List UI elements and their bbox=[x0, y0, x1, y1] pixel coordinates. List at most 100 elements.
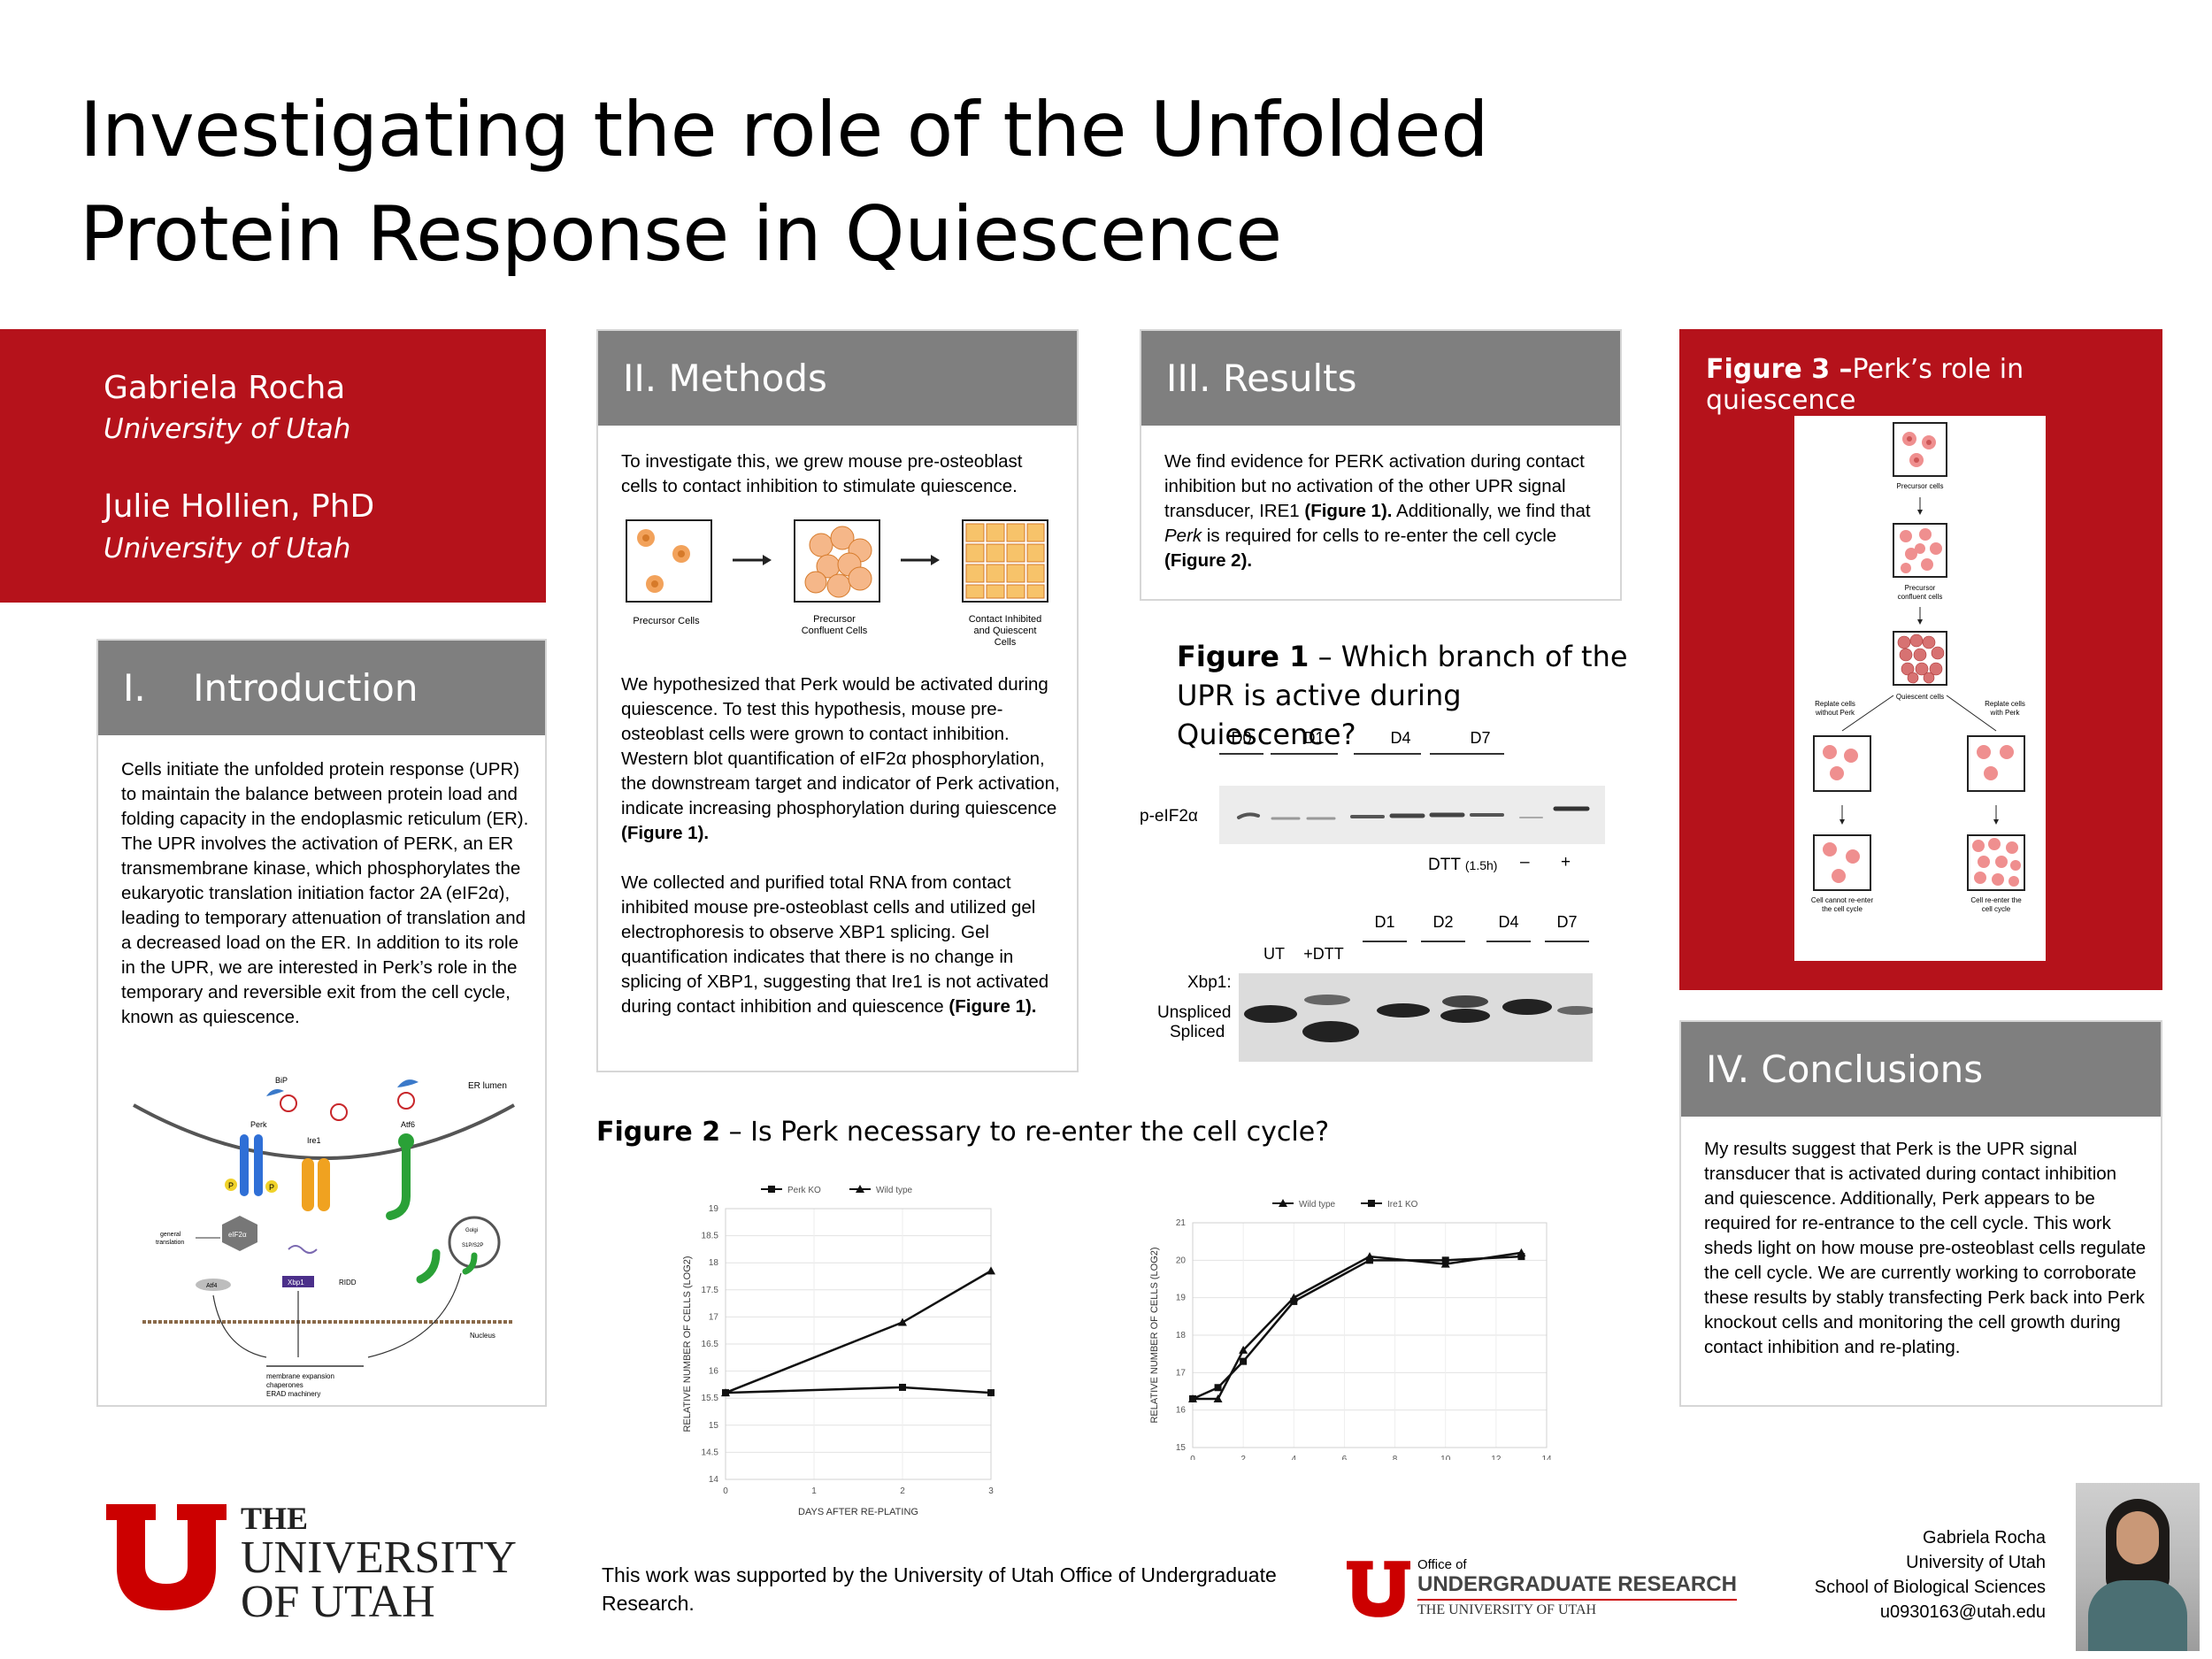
svg-text:Precursor cells: Precursor cells bbox=[1897, 482, 1944, 490]
y-tick-label: 19 bbox=[709, 1204, 719, 1214]
figure-2-title: Figure 2 – Is Perk necessary to re-enter… bbox=[596, 1117, 1330, 1148]
data-point bbox=[1240, 1357, 1248, 1365]
confluent-cells-caption: Precursor Confluent Cells bbox=[801, 614, 868, 636]
bip-label: BiP bbox=[275, 1076, 288, 1085]
svg-text:without Perk: without Perk bbox=[1815, 709, 1855, 717]
title-line-1: Investigating the role of the Unfolded bbox=[80, 86, 1489, 174]
western-blot-underlines bbox=[1219, 753, 1504, 755]
x-tick-label: 6 bbox=[1342, 1455, 1348, 1460]
results-text: We find evidence for PERK activation dur… bbox=[1164, 451, 1591, 571]
unspliced-label: Unspliced bbox=[1157, 1003, 1232, 1022]
atf4-icon bbox=[196, 1279, 231, 1291]
svg-text:Golgi: Golgi bbox=[465, 1228, 478, 1233]
series-line bbox=[725, 1386, 992, 1394]
introduction-header: I. Introduction bbox=[98, 641, 545, 735]
ire1-label: Ire1 bbox=[307, 1136, 321, 1145]
legend-label: Perk KO bbox=[787, 1186, 821, 1195]
svg-text:chaperones: chaperones bbox=[266, 1381, 303, 1389]
precursor-cells-caption: Precursor Cells bbox=[633, 616, 700, 626]
x-axis-label: DAYS AFTER RE-PLATING bbox=[798, 1507, 918, 1517]
university-of-utah-wordmark: THE UNIVERSITY OF UTAH bbox=[241, 1501, 517, 1627]
introduction-number: I. bbox=[123, 666, 146, 710]
x-tick-label: 0 bbox=[723, 1486, 728, 1496]
with-perk-dish bbox=[1967, 735, 2025, 792]
ire1-ko-growth-chart: 1516171819202102468101214DAYS AFTER RE-P… bbox=[1149, 1199, 1552, 1460]
p-eif2a-label: p-eIF2α bbox=[1140, 807, 1198, 826]
ut-lane-label: UT bbox=[1263, 945, 1285, 963]
atf6-head bbox=[398, 1133, 414, 1149]
data-point bbox=[1517, 1253, 1525, 1261]
gel-lane-underlines bbox=[1363, 941, 1589, 942]
eif2a-icon bbox=[222, 1216, 257, 1251]
legend-marker bbox=[1368, 1200, 1375, 1207]
undergraduate-research-wordmark: Office of UNDERGRADUATE RESEARCH THE UNI… bbox=[1417, 1557, 1737, 1617]
data-point bbox=[1213, 1394, 1223, 1402]
xbp1-splicing-gel bbox=[1239, 973, 1593, 1062]
legend-marker bbox=[856, 1185, 864, 1193]
data-point bbox=[899, 1383, 906, 1391]
cannot-reenter-dish bbox=[1813, 834, 1871, 891]
introduction-heading: Introduction bbox=[193, 666, 419, 710]
methods-panel: II. Methods To investigate this, we grew… bbox=[596, 329, 1079, 1072]
atf6-fragment-icon bbox=[416, 1248, 441, 1284]
conclusions-panel: IV. Conclusions My results suggest that … bbox=[1679, 1020, 2162, 1407]
precursor-dish bbox=[1893, 422, 1947, 477]
poster-title: Investigating the role of the Unfolded P… bbox=[80, 78, 1489, 287]
plot-area bbox=[1192, 1222, 1548, 1448]
atf6-label: Atf6 bbox=[401, 1120, 415, 1129]
svg-text:Cell cannot re-enter: Cell cannot re-enter bbox=[1811, 896, 1874, 904]
x-tick-label: 8 bbox=[1393, 1455, 1398, 1460]
contact-name: Gabriela Rocha bbox=[1923, 1528, 2046, 1548]
dtt-minus: – bbox=[1520, 853, 1530, 872]
contact-school: School of Biological Sciences bbox=[1814, 1578, 2046, 1597]
funding-acknowledgement: This work was supported by the Universit… bbox=[602, 1563, 1277, 1615]
data-point bbox=[1366, 1256, 1373, 1264]
y-axis-label: RELATIVE NUMBER OF CELLS (LOG2) bbox=[682, 1256, 693, 1432]
svg-text:membrane expansion: membrane expansion bbox=[266, 1372, 334, 1380]
er-lumen-label: ER lumen bbox=[468, 1081, 507, 1091]
contact-info: Gabriela Rocha University of Utah School… bbox=[1770, 1525, 2046, 1624]
x-tick-label: 0 bbox=[1190, 1455, 1195, 1460]
y-tick-label: 15 bbox=[709, 1421, 719, 1431]
legend-marker bbox=[768, 1186, 775, 1193]
svg-text:Replate cells: Replate cells bbox=[1985, 700, 2025, 708]
cell-growth-schematic bbox=[626, 519, 1048, 603]
spliced-label: Spliced bbox=[1170, 1023, 1225, 1041]
data-point bbox=[1290, 1297, 1298, 1305]
gel-lane-labels: D1 D2 D4 D7 bbox=[1374, 913, 1578, 931]
y-tick-label: 18 bbox=[1176, 1331, 1187, 1340]
author-2-affiliation: University of Utah bbox=[104, 533, 351, 565]
bip-icon-2 bbox=[397, 1079, 419, 1087]
y-tick-label: 18.5 bbox=[702, 1232, 719, 1241]
perk-receptor-icon bbox=[240, 1134, 249, 1196]
author-photo bbox=[2076, 1483, 2200, 1651]
perk-ko-growth-chart: 14 14.5 15 15.5 16 16.5 17 17.5 18 18.5 19 0 1 2 3 DAYS… bbox=[682, 1185, 995, 1517]
conclusions-header: IV. Conclusions bbox=[1681, 1022, 2161, 1117]
contact-email[interactable]: u0930163@utah.edu bbox=[1879, 1602, 2046, 1622]
unfolded-protein-icon-2 bbox=[330, 1103, 348, 1121]
xbp1-icon bbox=[282, 1276, 314, 1287]
perk-label: Perk bbox=[250, 1120, 267, 1129]
svg-text:with Perk: with Perk bbox=[1990, 709, 2021, 717]
results-panel: III. Results We find evidence for PERK a… bbox=[1140, 329, 1622, 601]
y-tick-label: 15 bbox=[1176, 1443, 1187, 1453]
data-point bbox=[1441, 1256, 1449, 1264]
y-tick-label: 17 bbox=[1176, 1368, 1187, 1378]
svg-text:ERAD machinery: ERAD machinery bbox=[266, 1390, 320, 1398]
y-tick-label: 16 bbox=[709, 1367, 719, 1377]
data-point bbox=[987, 1266, 995, 1275]
unfolded-protein-icon-1 bbox=[280, 1094, 297, 1112]
author-1-name: Gabriela Rocha bbox=[104, 370, 346, 406]
contact-university: University of Utah bbox=[1906, 1553, 2046, 1572]
conclusions-text: My results suggest that Perk is the UPR … bbox=[1704, 1139, 2147, 1357]
data-point bbox=[1189, 1394, 1196, 1402]
svg-text:eIF2α: eIF2α bbox=[228, 1231, 247, 1239]
author-2-name: Julie Hollien, PhD bbox=[104, 488, 375, 525]
methods-intro-text: To investigate this, we grew mouse pre-o… bbox=[621, 451, 1023, 496]
svg-text:Cell re-enter the: Cell re-enter the bbox=[1970, 896, 2022, 904]
svg-text:translation: translation bbox=[156, 1240, 184, 1246]
svg-text:general: general bbox=[160, 1232, 181, 1238]
p-eif2a-western-blot bbox=[1219, 786, 1605, 844]
xbp1-mrna-icon bbox=[288, 1245, 318, 1254]
y-tick-label: 14 bbox=[709, 1475, 719, 1485]
